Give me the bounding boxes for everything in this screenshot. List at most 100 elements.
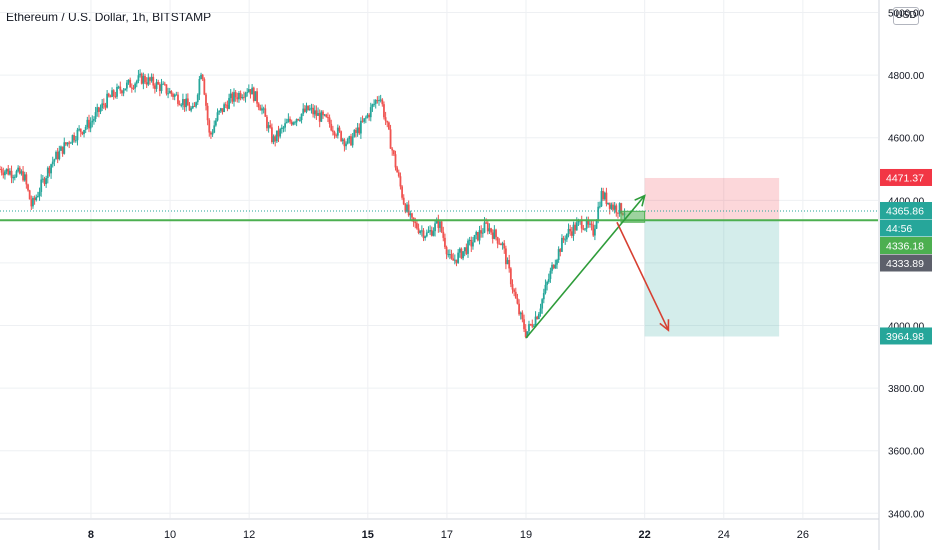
candle-body: [261, 108, 263, 111]
candle-body: [561, 237, 563, 252]
candle-body: [12, 177, 15, 179]
x-tick-label: 10: [164, 529, 176, 541]
candle-body: [353, 130, 356, 137]
candle-body: [503, 243, 506, 249]
downtrend-arrow: [616, 221, 670, 331]
candle-body: [211, 132, 214, 135]
candle-body: [414, 221, 417, 224]
candle-body: [378, 100, 380, 102]
candle-body: [307, 105, 310, 110]
candle-body: [66, 142, 69, 145]
candle-body: [383, 104, 385, 118]
candle-body: [318, 113, 321, 122]
candle-body: [422, 230, 425, 239]
candle-body: [216, 112, 219, 121]
candle-body: [264, 108, 267, 117]
candle-body: [345, 143, 347, 147]
candle-body: [453, 259, 456, 261]
candle-body: [160, 84, 163, 92]
candle-body: [440, 221, 443, 232]
candle-body: [475, 232, 478, 236]
candle-body: [465, 247, 468, 254]
candle-body: [373, 103, 375, 105]
candle-body: [526, 331, 529, 337]
candle-body: [359, 120, 362, 134]
candle-body: [518, 303, 520, 315]
candle-body: [140, 73, 143, 84]
candle-body: [125, 82, 128, 89]
candle-body: [53, 159, 56, 162]
candle-body: [338, 127, 341, 132]
candle-body: [513, 289, 516, 292]
candle-body: [486, 222, 489, 232]
candle-body: [552, 264, 555, 269]
candle-body: [500, 243, 502, 246]
candle-body: [602, 191, 605, 200]
x-tick-label: 12: [243, 529, 255, 541]
candle-body: [132, 87, 135, 89]
candle-body: [89, 122, 92, 129]
candle-body: [463, 247, 466, 252]
candle-body: [505, 248, 507, 265]
candle-body: [397, 172, 400, 177]
candle-body: [620, 203, 623, 214]
candle-body: [252, 87, 255, 101]
candle-body: [472, 242, 474, 247]
candle-body: [223, 104, 226, 112]
candle-body: [346, 138, 349, 144]
candle-body: [557, 249, 560, 260]
candle-body: [411, 213, 413, 218]
candle-body: [76, 129, 79, 141]
candle-body: [572, 224, 575, 236]
candle-body: [539, 308, 542, 314]
candle-body: [457, 252, 460, 263]
candle-body: [551, 264, 553, 271]
candle-body: [597, 206, 600, 221]
candle-body: [399, 176, 402, 187]
candle-body: [83, 129, 85, 135]
candle-body: [124, 88, 127, 91]
candle-body: [409, 213, 412, 216]
candle-body: [371, 104, 374, 108]
candle-body: [241, 97, 244, 99]
candle-body: [295, 119, 298, 123]
candle-body: [590, 223, 593, 225]
candle-body: [88, 119, 90, 129]
candle-body: [168, 91, 171, 94]
candle-body: [402, 197, 405, 205]
price-label-bg: [880, 254, 932, 272]
candle-body: [279, 128, 282, 137]
candle-body: [376, 100, 379, 102]
candle-body: [175, 94, 178, 96]
price-label: 44:56: [886, 223, 912, 235]
candle-body: [493, 229, 496, 239]
candle-body: [445, 247, 448, 255]
candle-body: [122, 90, 125, 94]
price-label: 4333.89: [886, 258, 924, 270]
candle-body: [0, 169, 1, 171]
candle-body: [612, 204, 614, 210]
candle-body: [417, 228, 420, 233]
candle-body: [567, 228, 570, 234]
candle-body: [297, 119, 300, 121]
y-tick-label: 4600.00: [888, 134, 925, 145]
candle-body: [406, 204, 408, 212]
candle-body: [569, 228, 572, 232]
candle-body: [27, 184, 29, 191]
candle-body: [384, 117, 387, 121]
candle-body: [439, 221, 441, 228]
candle-body: [509, 268, 512, 285]
candle-body: [7, 168, 10, 175]
candle-body: [272, 136, 275, 143]
candle-body: [514, 291, 517, 299]
candle-body: [267, 125, 270, 129]
candle-body: [340, 131, 343, 142]
candle-body: [69, 142, 72, 144]
candle-body: [491, 232, 494, 239]
candle-body: [506, 260, 509, 265]
currency-button[interactable]: USD: [893, 7, 919, 25]
candle-body: [452, 258, 455, 261]
candle-body: [127, 79, 130, 83]
